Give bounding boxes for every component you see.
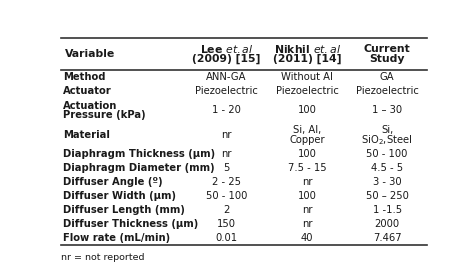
Text: nr: nr (302, 205, 312, 215)
Text: Diffuser Thickness (μm): Diffuser Thickness (μm) (63, 219, 198, 229)
Text: 50 - 100: 50 - 100 (366, 150, 408, 160)
Text: 50 - 100: 50 - 100 (206, 191, 247, 201)
Text: Diffuser Width (μm): Diffuser Width (μm) (63, 191, 176, 201)
Text: nr = not reported: nr = not reported (61, 253, 145, 262)
Text: Flow rate (mL/min): Flow rate (mL/min) (63, 233, 170, 243)
Text: Diaphragm Thickness (μm): Diaphragm Thickness (μm) (63, 150, 215, 160)
Text: Diaphragm Diameter (mm): Diaphragm Diameter (mm) (63, 163, 215, 173)
Text: Diffuser Length (mm): Diffuser Length (mm) (63, 205, 185, 215)
Text: Si,: Si, (381, 125, 393, 135)
Text: 7.467: 7.467 (373, 233, 401, 243)
Text: Method: Method (63, 72, 105, 82)
Text: 3 - 30: 3 - 30 (373, 177, 401, 187)
Text: (2011) [14]: (2011) [14] (273, 54, 341, 64)
Text: 1 -1.5: 1 -1.5 (373, 205, 401, 215)
Text: nr: nr (302, 219, 312, 229)
Text: 100: 100 (298, 105, 317, 115)
Text: Actuator: Actuator (63, 86, 112, 96)
Text: SiO$_2$,Steel: SiO$_2$,Steel (361, 133, 413, 147)
Text: 2 - 25: 2 - 25 (212, 177, 241, 187)
Text: 40: 40 (301, 233, 313, 243)
Text: 100: 100 (298, 191, 317, 201)
Text: 7.5 - 15: 7.5 - 15 (288, 163, 327, 173)
Text: Piezoelectric: Piezoelectric (195, 86, 258, 96)
Text: Without AI: Without AI (281, 72, 333, 82)
Text: Si, Al,: Si, Al, (293, 125, 321, 135)
Text: Actuation: Actuation (63, 101, 117, 111)
Text: 2000: 2000 (374, 219, 400, 229)
Text: Diffuser Angle (º): Diffuser Angle (º) (63, 177, 163, 187)
Text: nr: nr (221, 150, 232, 160)
Text: Piezoelectric: Piezoelectric (276, 86, 338, 96)
Text: ANN-GA: ANN-GA (206, 72, 246, 82)
Text: nr: nr (302, 177, 312, 187)
Text: 0.01: 0.01 (215, 233, 237, 243)
Text: 50 – 250: 50 – 250 (365, 191, 409, 201)
Text: Piezoelectric: Piezoelectric (356, 86, 419, 96)
Text: Material: Material (63, 130, 110, 140)
Text: 5: 5 (223, 163, 229, 173)
Text: 1 – 30: 1 – 30 (372, 105, 402, 115)
Text: 100: 100 (298, 150, 317, 160)
Text: Pressure (kPa): Pressure (kPa) (63, 110, 146, 120)
Text: Lee $\it{et.al}$: Lee $\it{et.al}$ (200, 43, 253, 55)
Text: 150: 150 (217, 219, 236, 229)
Text: Study: Study (369, 54, 405, 64)
Text: 2: 2 (223, 205, 229, 215)
Text: 1 - 20: 1 - 20 (212, 105, 241, 115)
Text: GA: GA (380, 72, 394, 82)
Text: Current: Current (364, 44, 410, 54)
Text: (2009) [15]: (2009) [15] (192, 54, 261, 64)
Text: nr: nr (221, 130, 232, 140)
Text: Variable: Variable (65, 49, 115, 59)
Text: 4.5 - 5: 4.5 - 5 (371, 163, 403, 173)
Text: Nikhil $\it{et.al}$: Nikhil $\it{et.al}$ (273, 43, 341, 55)
Text: Copper: Copper (290, 135, 325, 145)
